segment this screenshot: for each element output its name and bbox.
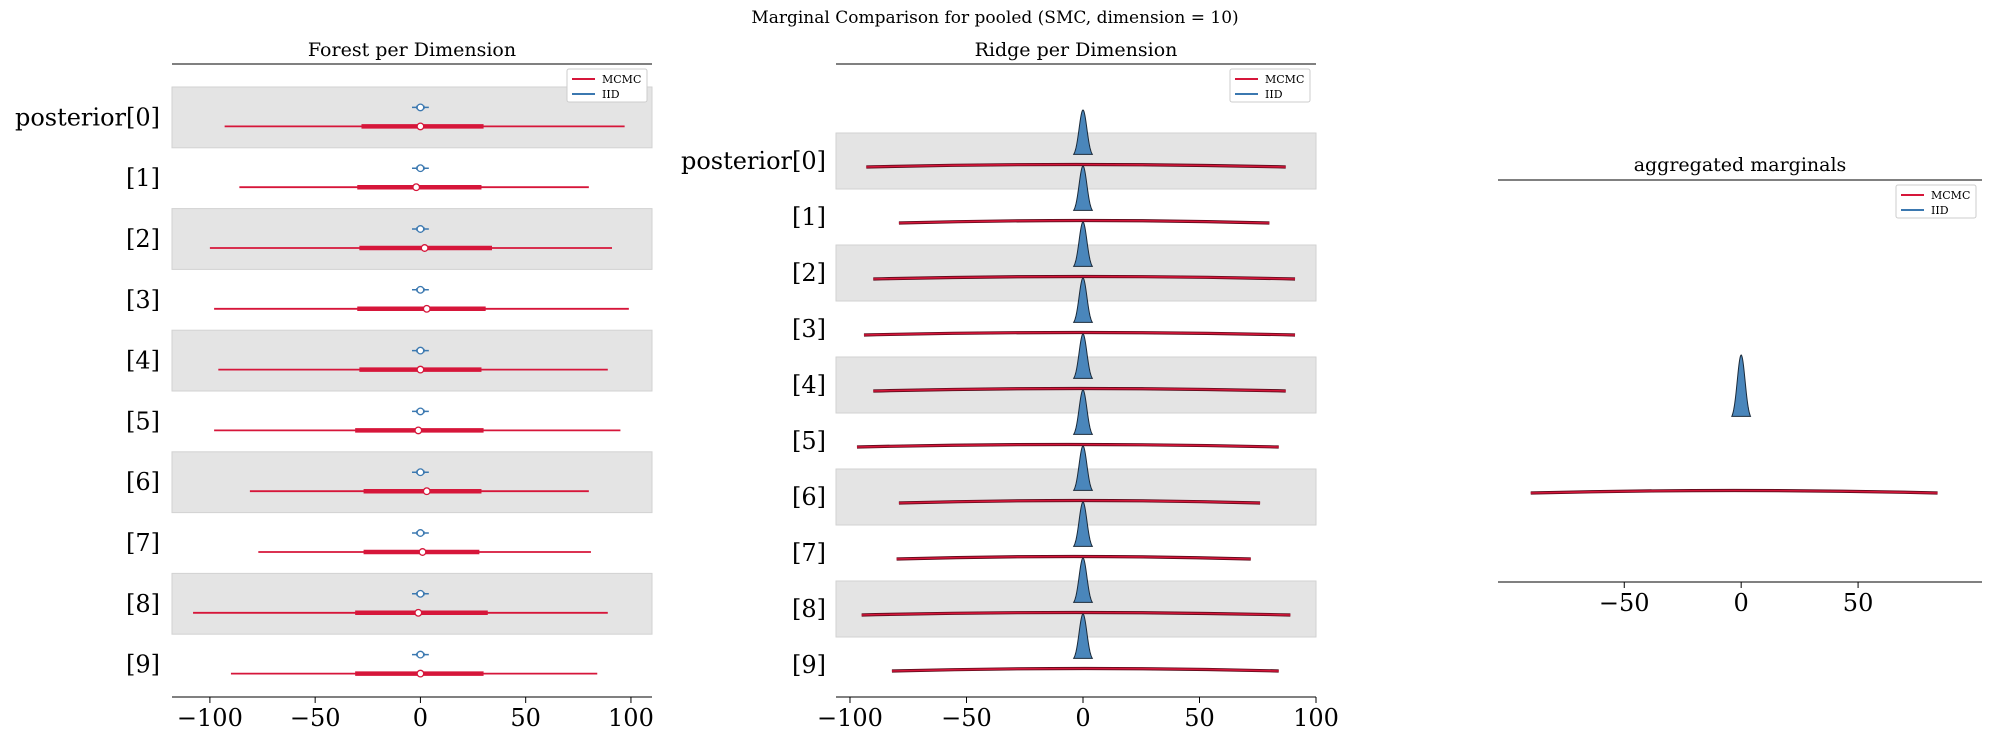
mcmc-density (898, 219, 1270, 224)
y-tick-label: [6] (792, 483, 826, 511)
mcmc-median (422, 304, 431, 313)
iid-median (416, 529, 425, 537)
x-tick-label: −100 (817, 704, 883, 732)
y-tick-label: [3] (126, 286, 160, 314)
iid-median (416, 225, 425, 233)
x-tick-label: 0 (1734, 589, 1749, 617)
row-band (835, 244, 1317, 302)
mcmc-density (866, 163, 1286, 168)
legend-label-iid: IID (1931, 204, 1949, 217)
legend-label-mcmc: MCMC (602, 73, 641, 86)
mcmc-median (416, 365, 425, 374)
x-tick-label: 100 (1293, 704, 1339, 732)
aggregated-title: aggregated marginals (1634, 154, 1847, 176)
forest-panel: Forest per Dimension posterior[0] [1] [2] [3… (15, 39, 654, 732)
y-tick-label: [4] (126, 347, 160, 375)
row-band (171, 572, 653, 635)
forest-title: Forest per Dimension (308, 39, 516, 61)
mcmc-median (416, 669, 425, 678)
aggregated-panel: aggregated marginals −50 0 50 MCMC IID (1498, 154, 1982, 617)
mcmc-density (856, 443, 1279, 448)
x-tick-label: 50 (1843, 589, 1874, 617)
iid-median (416, 346, 425, 355)
legend-label-mcmc: MCMC (1931, 189, 1970, 202)
x-tick-label: 50 (510, 704, 541, 732)
y-tick-label: [9] (792, 651, 826, 679)
figure-suptitle: Marginal Comparison for pooled (SMC, dim… (751, 8, 1239, 28)
ridge-panel: Ridge per Dimension posterior[0] [1] [2] [3]… (681, 39, 1339, 732)
iid-density (1072, 165, 1094, 211)
y-tick-label: [1] (792, 203, 826, 231)
y-tick-label: [7] (792, 539, 826, 567)
row-band (835, 356, 1317, 414)
iid-median (416, 468, 425, 477)
y-tick-label: [2] (126, 225, 160, 253)
y-tick-label: [5] (792, 427, 826, 455)
iid-median (416, 103, 425, 112)
iid-density (1072, 501, 1094, 547)
mcmc-density (873, 275, 1296, 280)
x-tick-label: −50 (941, 704, 992, 732)
iid-density (1072, 109, 1094, 155)
mcmc-median (418, 548, 427, 556)
mcmc-density (891, 667, 1279, 672)
mcmc-median (422, 487, 431, 496)
row-band (171, 329, 653, 392)
mcmc-median (412, 183, 421, 192)
iid-density (1072, 221, 1094, 267)
row-band (835, 580, 1317, 638)
y-tick-label: [3] (792, 315, 826, 343)
iid-density (1072, 277, 1094, 323)
y-tick-label: [7] (126, 529, 160, 557)
iid-median (416, 164, 425, 173)
iid-median (416, 650, 425, 659)
ridge-title: Ridge per Dimension (975, 39, 1178, 61)
legend-label-iid: IID (602, 88, 620, 101)
mcmc-density (898, 499, 1261, 504)
y-tick-label: [5] (126, 407, 160, 435)
y-tick-label: [2] (792, 259, 826, 287)
y-tick-label: posterior[0] (681, 147, 826, 175)
iid-median (416, 589, 425, 598)
y-tick-label: [9] (126, 651, 160, 679)
iid-density (1072, 389, 1094, 435)
legend-label-iid: IID (1265, 88, 1283, 101)
x-tick-label: −100 (177, 704, 243, 732)
y-tick-label: [1] (126, 164, 160, 192)
legend-label-mcmc: MCMC (1265, 73, 1304, 86)
x-tick-label: 0 (413, 704, 428, 732)
x-tick-label: −50 (1599, 589, 1650, 617)
row-band (835, 468, 1317, 526)
y-tick-label: [8] (792, 595, 826, 623)
iid-density (1072, 613, 1094, 659)
mcmc-density (873, 387, 1286, 392)
mcmc-density (861, 611, 1291, 616)
mcmc-median (414, 426, 423, 435)
mcmc-median (420, 244, 429, 252)
iid-density (1072, 333, 1094, 379)
y-tick-label: [4] (792, 371, 826, 399)
y-tick-label: posterior[0] (15, 103, 160, 131)
x-tick-label: −50 (290, 704, 341, 732)
mcmc-density (1530, 489, 1938, 494)
row-band (835, 132, 1317, 190)
row-band (171, 451, 653, 514)
iid-median (416, 407, 425, 416)
mcmc-median (414, 608, 423, 617)
mcmc-median (416, 122, 425, 131)
iid-density (1731, 354, 1752, 417)
x-tick-label: 100 (608, 704, 654, 732)
iid-median (416, 285, 425, 294)
mcmc-density (863, 331, 1296, 336)
x-tick-label: 50 (1184, 704, 1215, 732)
x-tick-label: 0 (1075, 704, 1090, 732)
iid-density (1072, 557, 1094, 603)
row-band (171, 208, 653, 270)
mcmc-density (896, 555, 1251, 560)
y-tick-label: [8] (126, 590, 160, 618)
iid-density (1072, 445, 1094, 491)
y-tick-label: [6] (126, 468, 160, 496)
